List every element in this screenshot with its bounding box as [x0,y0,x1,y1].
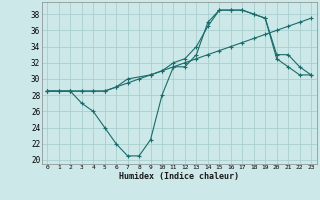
X-axis label: Humidex (Indice chaleur): Humidex (Indice chaleur) [119,172,239,181]
